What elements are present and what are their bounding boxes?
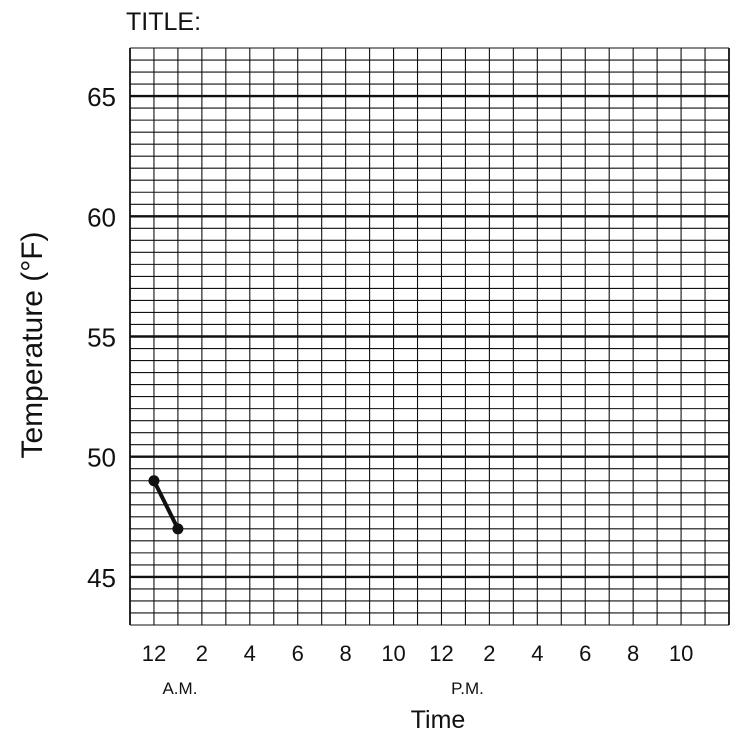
data-point [172, 523, 184, 535]
grid [129, 47, 730, 626]
y-tick-label: 45 [87, 563, 116, 593]
data-point [148, 475, 160, 487]
y-tick-label: 50 [87, 443, 116, 473]
x-tick-label: 8 [340, 641, 352, 666]
x-period-labels: A.M. P.M. [162, 679, 483, 698]
x-tick-label: 8 [627, 641, 639, 666]
x-tick-labels: 12 2 4 6 8 10 12 2 4 6 8 10 [142, 641, 694, 666]
x-tick-label: 10 [669, 641, 693, 666]
x-tick-label: 6 [579, 641, 591, 666]
x-axis-label: Time [411, 706, 466, 734]
y-tick-label: 60 [87, 202, 116, 232]
x-tick-label: 12 [429, 641, 453, 666]
x-tick-label: 4 [244, 641, 256, 666]
y-tick-labels: 45 50 55 60 65 [87, 82, 116, 593]
x-tick-label: 6 [292, 641, 304, 666]
x-tick-label: 4 [531, 641, 543, 666]
x-period-label: P.M. [451, 679, 484, 698]
series-line-path [152, 479, 180, 530]
chart-title: TITLE: [126, 8, 202, 36]
x-tick-label: 10 [381, 641, 405, 666]
x-tick-label: 2 [196, 641, 208, 666]
x-tick-label: 12 [142, 641, 166, 666]
series-line [148, 475, 184, 535]
x-period-label: A.M. [162, 679, 197, 698]
y-tick-label: 55 [87, 323, 116, 353]
y-axis-label: Temperature (°F) [16, 231, 49, 458]
x-tick-label: 2 [483, 641, 495, 666]
y-tick-label: 65 [87, 82, 116, 112]
